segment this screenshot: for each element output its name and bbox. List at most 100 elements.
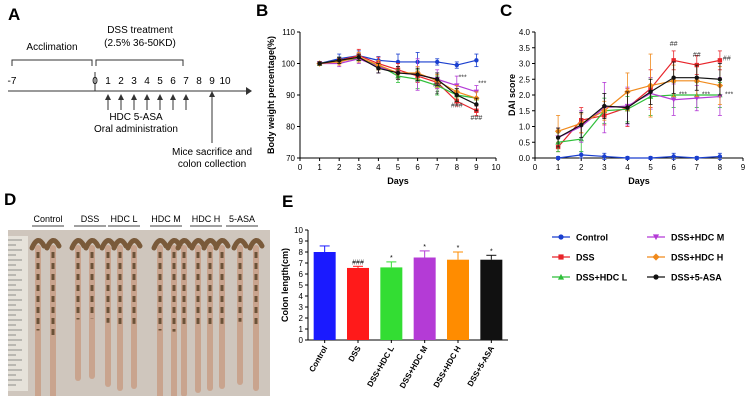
day-tick-label: 2 <box>118 76 124 87</box>
day-tick-label: -7 <box>8 76 17 87</box>
sacrifice-arrowhead <box>209 91 215 97</box>
day-tick-label: 9 <box>209 76 215 87</box>
data-point <box>694 155 699 161</box>
series-dss-hdc-h <box>554 53 724 148</box>
legend-label: DSS+5-ASA <box>671 273 722 283</box>
y-tick-label: 5 <box>299 281 304 290</box>
legend-label: DSS+HDC H <box>671 253 723 263</box>
data-point <box>625 155 630 161</box>
x-tick-label: 9 <box>474 163 479 172</box>
colon-cecum <box>111 238 129 251</box>
day-tick-label: 7 <box>183 76 189 87</box>
significance-label: ### <box>352 259 364 266</box>
data-point <box>717 77 723 82</box>
hdc-label: HDC 5-ASA <box>109 112 163 123</box>
series-line <box>558 94 720 143</box>
y-tick-label: 100 <box>282 60 296 69</box>
colon-cecum <box>231 238 249 251</box>
legend-marker <box>558 254 564 260</box>
colon-group-label: HDC M <box>151 214 181 224</box>
significance-annotation: ### <box>471 115 483 122</box>
colon-cecum <box>125 238 143 251</box>
photo-background <box>8 230 270 396</box>
dss-title: DSS treatment <box>107 25 173 36</box>
y-tick-label: 70 <box>286 154 295 163</box>
data-point <box>317 61 322 66</box>
y-tick-label: 1.5 <box>519 107 531 116</box>
data-point <box>474 58 479 63</box>
sacrifice-line-1: Mice sacrifice and <box>172 147 252 158</box>
colon-cecum <box>29 238 47 251</box>
significance-annotation: ### <box>451 103 463 110</box>
colon-length-chart: 0 1 2 3 4 5 6 7 8 9 10 Colon length(cm) Control ### DS… <box>280 226 508 390</box>
colon-cecum <box>175 238 193 251</box>
x-tick-label: 5 <box>396 163 401 172</box>
data-point <box>435 77 440 82</box>
y-tick-label: 8 <box>299 248 304 257</box>
colon-cecum <box>151 238 169 251</box>
panel-letter-b: B <box>256 1 268 20</box>
data-point <box>555 155 561 161</box>
legend-marker <box>653 274 659 280</box>
ruler <box>8 236 28 391</box>
timeline-panel: Acclimation DSS treatment (2.5% 36-50KD)… <box>8 25 252 170</box>
y-tick-label: 3.0 <box>519 60 531 69</box>
colon-cecum <box>99 238 117 251</box>
y-tick-label: 1 <box>299 325 304 334</box>
y-tick-label: 4.0 <box>519 28 531 37</box>
y-tick-label: 6 <box>299 270 304 279</box>
legend-label: Control <box>576 233 608 243</box>
y-tick-label: 110 <box>282 28 295 37</box>
dss-bracket <box>95 59 184 66</box>
data-point <box>474 102 479 107</box>
data-point <box>395 59 401 65</box>
significance-annotation: *** <box>702 92 710 99</box>
y-tick-label: 3 <box>299 303 304 312</box>
legend-marker <box>558 234 564 240</box>
y-tick-label: 4 <box>299 292 304 301</box>
day-tick-label: 6 <box>170 76 176 87</box>
legend-label: DSS+HDC M <box>671 233 724 243</box>
legend-marker <box>652 253 660 261</box>
colon-group-label: HDC H <box>192 214 221 224</box>
data-point <box>435 59 440 65</box>
timeline-arrowhead <box>246 87 252 95</box>
y-tick-label: 90 <box>286 91 295 100</box>
data-point <box>671 75 676 80</box>
x-tick-label: 10 <box>492 163 501 172</box>
x-tick-label: 8 <box>455 163 460 172</box>
data-point <box>694 75 699 80</box>
series-dss-5-asa <box>317 53 479 112</box>
x-tick-label: DSS+5-ASA <box>466 344 496 388</box>
y-tick-label: 0 <box>299 336 304 345</box>
day-ticks: -7 0 1 2 3 4 5 6 7 8 9 10 <box>8 76 231 87</box>
data-point <box>337 58 342 63</box>
y-axis-title: Colon length(cm) <box>280 248 290 322</box>
colon-cecum <box>83 238 101 251</box>
x-tick-label: DSS <box>347 344 363 363</box>
significance-annotation: *** <box>725 92 733 99</box>
bar-dss-hdc-l <box>380 267 403 340</box>
significance-label: * <box>423 244 426 251</box>
legend-svg: Control DSS+HDC M DSS DSS+HDC H DSS+HDC L DSS… <box>552 233 724 283</box>
day-tick-label: 4 <box>144 76 150 87</box>
data-point <box>395 70 401 76</box>
data-point <box>555 135 561 140</box>
data-point <box>415 72 420 77</box>
admin-arrowhead <box>105 94 111 100</box>
x-tick-label: DSS+HDC M <box>398 344 430 390</box>
significance-annotation: *** <box>679 92 687 99</box>
y-tick-label: 1.0 <box>519 123 531 132</box>
x-tick-label: 4 <box>625 163 630 172</box>
significance-annotation: ## <box>693 52 701 59</box>
y-tick-label: 2.0 <box>519 91 531 100</box>
x-tick-label: 0 <box>298 163 303 172</box>
legend: Control DSS+HDC M DSS DSS+HDC H DSS+HDC L DSS… <box>548 227 753 307</box>
significance-annotation: ## <box>723 55 731 62</box>
significance-annotation: ## <box>433 82 441 89</box>
colon-photo-panel: Control DSS HDC L HDC M HDC H 5-ASA <box>8 212 270 408</box>
day-tick-label: 8 <box>196 76 202 87</box>
significance-label: * <box>490 248 493 255</box>
data-point <box>602 154 607 159</box>
